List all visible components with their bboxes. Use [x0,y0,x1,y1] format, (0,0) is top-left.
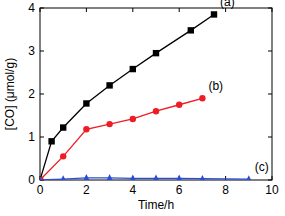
y-tick [268,137,272,138]
data-point [40,176,43,180]
data-point [130,116,136,122]
data-point [188,27,194,33]
series-label: (c) [255,160,269,174]
data-point [83,100,89,106]
series-line [40,14,214,180]
x-tick [179,8,180,12]
x-tick [272,176,273,180]
series-line [40,178,249,180]
y-tick-label: 3 [28,44,35,58]
data-point [106,82,112,88]
x-axis-title: Time/h [138,198,174,212]
y-tick [268,51,272,52]
y-tick-label: 2 [28,87,35,101]
series-line [40,98,202,180]
y-tick-label: 1 [28,130,35,144]
y-axis-title: [CO] (μmol/g) [3,58,17,130]
data-point [176,102,182,108]
data-point [130,174,136,180]
x-tick-label: 4 [129,183,136,197]
data-point [106,121,112,127]
y-tick [40,94,44,95]
data-point [60,124,66,130]
x-tick-label: 0 [37,183,44,197]
y-tick-label: 0 [28,173,35,187]
chart: 024681001234Time/h[CO] (μmol/g)(a)(b)(c) [0,0,285,216]
y-tick [40,51,44,52]
data-point [211,11,217,17]
data-point [130,66,136,72]
data-point [153,50,159,56]
plot-area [40,11,252,180]
y-tick [268,8,272,9]
plot-frame [40,8,272,180]
data-point [83,174,89,180]
x-tick-label: 8 [222,183,229,197]
data-point [153,108,159,114]
series-label: (a) [220,0,235,9]
data-point [199,175,205,180]
y-tick [268,180,272,181]
x-tick [40,8,41,12]
y-tick [40,137,44,138]
series-label: (b) [208,79,223,93]
x-tick-label: 6 [176,183,183,197]
y-tick [40,8,44,9]
x-tick [132,8,133,12]
x-tick [86,8,87,12]
data-point [176,174,182,180]
data-point [83,126,89,132]
data-point [60,153,66,159]
data-point [153,174,159,180]
x-tick [272,8,273,12]
data-point [60,175,66,180]
y-tick [268,94,272,95]
data-point [48,138,54,144]
data-point [106,174,112,180]
data-point [246,175,252,180]
x-tick-label: 10 [265,183,279,197]
y-tick-label: 4 [28,1,35,15]
x-tick-label: 2 [83,183,90,197]
data-point [199,95,205,101]
